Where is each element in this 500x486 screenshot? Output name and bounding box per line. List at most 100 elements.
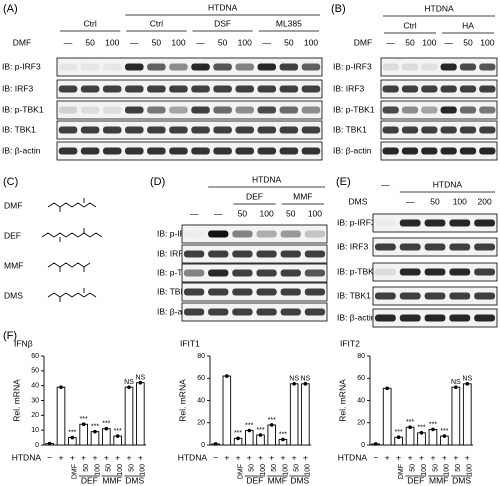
y-tick-label: 20 <box>31 412 39 419</box>
bar <box>102 428 111 446</box>
blot-label: IB: TBK1 <box>337 290 371 300</box>
bar-dot <box>236 436 240 441</box>
significance: *** <box>256 427 264 434</box>
band <box>479 85 496 93</box>
band <box>213 106 232 114</box>
bar <box>301 383 310 446</box>
band <box>280 250 301 258</box>
htdna-sign: + <box>247 452 252 462</box>
category-label: DMF <box>72 464 79 479</box>
group-label: MMF <box>268 475 287 485</box>
band <box>374 314 396 322</box>
significance: *** <box>234 430 242 437</box>
band <box>459 147 477 155</box>
y-tick-label: 30 <box>31 397 39 404</box>
bar-dot <box>396 435 401 440</box>
band <box>474 219 496 227</box>
significance: *** <box>440 428 448 435</box>
significance: *** <box>91 423 99 430</box>
band <box>125 126 144 134</box>
lane-label: — <box>190 208 199 218</box>
blot <box>56 141 323 161</box>
treatment-label: HTDNA <box>252 174 282 184</box>
band <box>256 269 277 277</box>
blot <box>380 79 498 99</box>
group-label: ML385 <box>276 18 302 28</box>
blot-label: IB: β-actin <box>2 145 41 155</box>
band <box>375 220 396 227</box>
bar <box>56 386 66 446</box>
group-label: HA <box>462 20 474 30</box>
y-tick-label: 40 <box>357 397 365 404</box>
blot-label: IB: p-IRF3 <box>333 61 372 71</box>
band <box>191 126 210 134</box>
structure-def <box>41 232 103 238</box>
blot-label: IB: p-TBK1 <box>333 104 375 114</box>
blot <box>380 120 498 140</box>
htdna-sign: + <box>292 452 297 462</box>
bar-dot <box>247 428 252 433</box>
band <box>401 85 419 93</box>
band <box>479 63 496 71</box>
structure-dms <box>47 292 97 298</box>
category-label: 100 <box>421 464 428 476</box>
htdna-sign: + <box>453 452 458 462</box>
y-axis-label: Rel. mRNA <box>11 379 21 422</box>
structure-mmf <box>47 262 91 268</box>
bar <box>405 426 415 446</box>
band <box>424 219 446 227</box>
blot <box>56 100 323 120</box>
band <box>474 268 496 276</box>
band <box>399 268 421 276</box>
band <box>235 126 254 134</box>
dose-title: DMF <box>354 37 372 47</box>
dose-label: 50 <box>284 37 294 47</box>
dose-label: — <box>444 37 453 47</box>
blot-label: IB: IRF3 <box>157 248 188 258</box>
control-label: — <box>381 179 390 189</box>
blot-label: IB: β-actin <box>337 312 376 322</box>
htdna-sign: + <box>396 452 401 462</box>
blot-label: IB: IRF3 <box>333 83 364 93</box>
treatment-label: HTDNA <box>424 3 454 13</box>
y-tick-label: 80 <box>357 353 365 360</box>
band <box>449 219 471 227</box>
bar <box>462 383 472 446</box>
bar <box>289 383 299 446</box>
htdna-sign: + <box>224 452 229 462</box>
bar <box>124 386 134 446</box>
bar <box>417 432 426 446</box>
htdna-sign: + <box>303 452 308 462</box>
band <box>232 230 253 238</box>
blot <box>181 224 328 244</box>
group-label: Ctrl <box>403 20 416 30</box>
band <box>235 85 254 93</box>
band <box>191 106 210 114</box>
y-tick-label: 20 <box>357 420 365 427</box>
significance: *** <box>279 431 287 438</box>
significance: NS <box>135 375 145 382</box>
group-label: DSF <box>214 18 231 28</box>
lane-label: 100 <box>259 208 273 218</box>
significance: *** <box>114 428 122 435</box>
category-label: 100 <box>467 464 474 476</box>
band <box>304 250 326 258</box>
bar-dot <box>93 429 97 434</box>
band <box>382 85 399 93</box>
htdna-sign: + <box>127 452 132 462</box>
treatment-label: HTDNA <box>433 179 463 189</box>
band <box>474 314 496 322</box>
treatment-label: HTDNA <box>208 2 238 12</box>
y-axis-label: Rel. mRNA <box>337 379 347 422</box>
band <box>401 147 419 155</box>
band <box>183 269 205 277</box>
significance: *** <box>68 429 76 436</box>
y-tick-label: 80 <box>197 353 205 360</box>
category-label: 50 <box>249 464 256 472</box>
band <box>147 147 166 155</box>
band <box>424 268 446 276</box>
dose-label: 50 <box>218 37 228 47</box>
band <box>169 147 188 155</box>
band <box>232 288 253 296</box>
blot-label: IB: p-TBK1 <box>2 104 44 114</box>
